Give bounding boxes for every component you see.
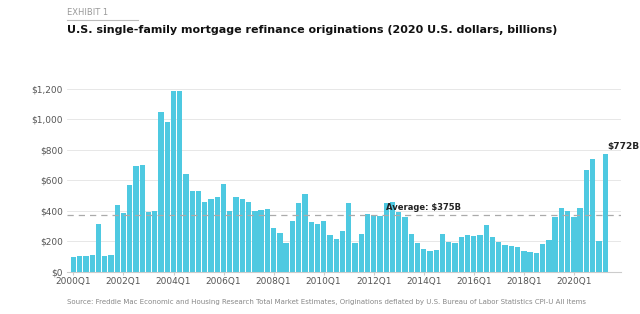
Bar	[490, 237, 495, 272]
Bar	[102, 256, 108, 272]
Bar	[214, 197, 220, 272]
Bar	[403, 217, 408, 272]
Bar	[302, 194, 308, 272]
Bar	[572, 217, 577, 272]
Bar	[415, 243, 420, 272]
Text: EXHIBIT 1: EXHIBIT 1	[67, 8, 108, 17]
Bar	[127, 185, 132, 272]
Bar	[115, 205, 120, 272]
Bar	[184, 174, 189, 272]
Bar	[271, 228, 276, 272]
Bar	[290, 221, 295, 272]
Bar	[371, 215, 376, 272]
Bar	[315, 225, 320, 272]
Bar	[346, 203, 351, 272]
Bar	[234, 197, 239, 272]
Text: Source: Freddie Mac Economic and Housing Research Total Market Estimates, Origin: Source: Freddie Mac Economic and Housing…	[67, 299, 586, 305]
Bar	[559, 208, 564, 272]
Bar	[540, 244, 545, 272]
Bar	[327, 235, 333, 272]
Bar	[265, 209, 270, 272]
Bar	[527, 252, 532, 272]
Bar	[471, 236, 476, 272]
Bar	[246, 203, 252, 272]
Bar	[434, 250, 439, 272]
Bar	[552, 217, 558, 272]
Bar	[277, 233, 282, 272]
Bar	[365, 214, 370, 272]
Bar	[452, 243, 458, 272]
Bar	[590, 159, 595, 272]
Bar	[202, 202, 207, 272]
Bar	[584, 171, 589, 272]
Bar	[521, 251, 527, 272]
Bar	[96, 225, 101, 272]
Bar	[383, 203, 389, 272]
Text: $772B: $772B	[607, 142, 640, 151]
Bar	[577, 208, 583, 272]
Bar	[252, 211, 257, 272]
Bar	[164, 122, 170, 272]
Bar	[378, 216, 383, 272]
Bar	[83, 256, 88, 272]
Bar	[459, 237, 464, 272]
Bar	[496, 242, 502, 272]
Bar	[240, 198, 245, 272]
Bar	[121, 213, 126, 272]
Bar	[352, 243, 358, 272]
Bar	[602, 154, 608, 272]
Bar	[321, 221, 326, 272]
Bar	[171, 91, 176, 272]
Bar	[108, 255, 114, 272]
Bar	[296, 203, 301, 272]
Bar	[146, 212, 151, 272]
Bar	[477, 235, 483, 272]
Bar	[596, 241, 602, 272]
Bar	[465, 235, 470, 272]
Bar	[428, 251, 433, 272]
Bar	[333, 239, 339, 272]
Bar	[421, 249, 426, 272]
Bar	[133, 166, 139, 272]
Bar	[440, 234, 445, 272]
Bar	[408, 234, 414, 272]
Bar	[534, 252, 539, 272]
Bar	[358, 234, 364, 272]
Bar	[196, 191, 201, 272]
Bar	[396, 212, 401, 272]
Bar	[546, 241, 552, 272]
Bar	[308, 222, 314, 272]
Bar	[152, 211, 157, 272]
Bar	[140, 165, 145, 272]
Bar	[77, 257, 83, 272]
Bar	[565, 211, 570, 272]
Bar	[515, 247, 520, 272]
Bar	[71, 257, 76, 272]
Bar	[90, 255, 95, 272]
Bar	[284, 243, 289, 272]
Bar	[227, 211, 232, 272]
Bar	[259, 210, 264, 272]
Bar	[509, 246, 514, 272]
Text: Average: $375B: Average: $375B	[386, 203, 461, 212]
Bar	[340, 231, 345, 272]
Bar	[484, 225, 489, 272]
Bar	[502, 245, 508, 272]
Bar	[209, 199, 214, 272]
Bar	[221, 184, 227, 272]
Bar	[189, 191, 195, 272]
Bar	[446, 242, 451, 272]
Bar	[158, 112, 164, 272]
Bar	[390, 202, 395, 272]
Bar	[177, 90, 182, 272]
Text: U.S. single-family mortgage refinance originations (2020 U.S. dollars, billions): U.S. single-family mortgage refinance or…	[67, 25, 557, 35]
